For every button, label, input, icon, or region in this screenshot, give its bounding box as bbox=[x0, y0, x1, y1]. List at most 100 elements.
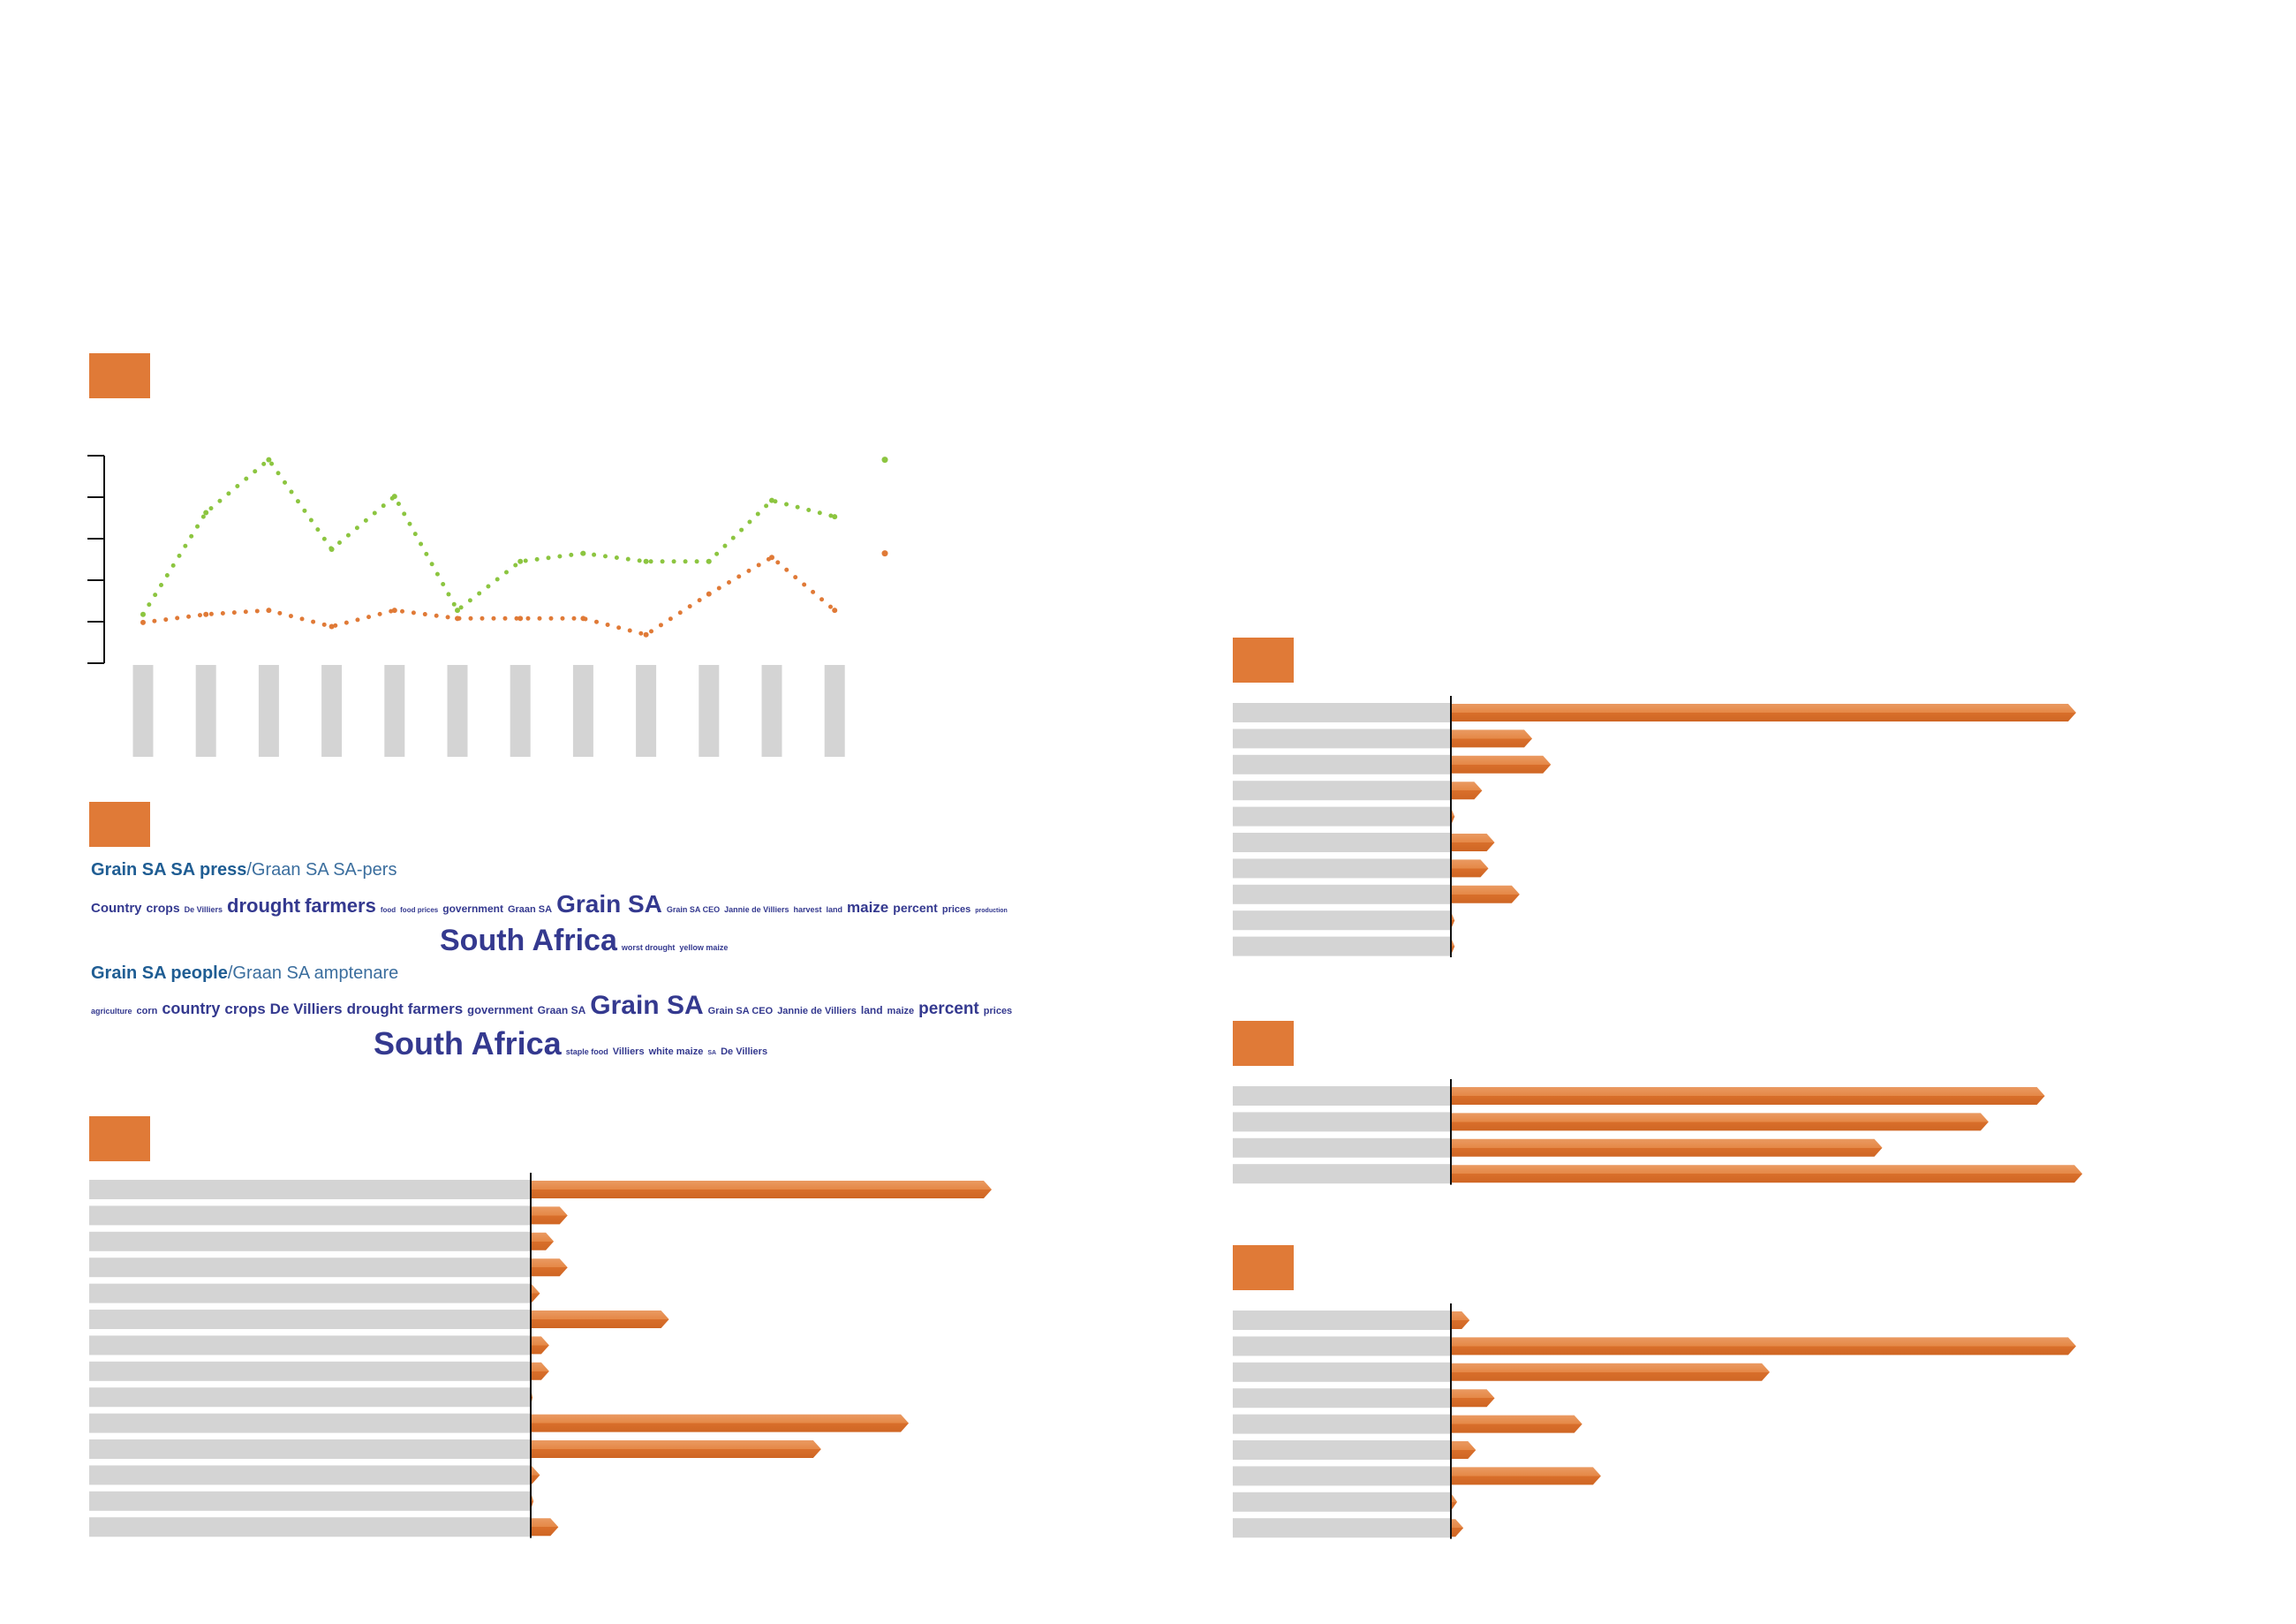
bar-chart-2 bbox=[1233, 696, 2076, 957]
bar bbox=[531, 1206, 568, 1225]
x-category-column bbox=[510, 665, 531, 757]
bar bbox=[1451, 1467, 1601, 1485]
bar bbox=[531, 1466, 540, 1484]
bar bbox=[531, 1414, 910, 1432]
word-cloud-term: crops bbox=[146, 901, 180, 915]
category-label-placeholder bbox=[1233, 1112, 1451, 1132]
word-cloud-term: percent bbox=[918, 1000, 979, 1018]
bar bbox=[1451, 729, 1533, 748]
x-category-column bbox=[132, 665, 154, 757]
data-point bbox=[769, 497, 774, 503]
bar bbox=[1451, 1415, 1582, 1433]
word-cloud-term: farmers bbox=[305, 895, 376, 917]
bar bbox=[531, 1258, 568, 1277]
word-cloud-term: production bbox=[975, 908, 1008, 914]
data-point bbox=[706, 558, 712, 564]
word-cloud-term: food bbox=[380, 906, 397, 914]
category-label-placeholder bbox=[1233, 936, 1451, 956]
category-label-placeholder bbox=[1233, 1414, 1451, 1434]
data-point bbox=[329, 546, 335, 552]
category-label-placeholder bbox=[89, 1387, 531, 1408]
category-label-placeholder bbox=[1233, 1362, 1451, 1382]
word-cloud-term: maize bbox=[847, 899, 889, 916]
word-cloud-term: Graan SA bbox=[507, 904, 553, 915]
category-label-placeholder bbox=[1233, 1137, 1451, 1158]
category-label-placeholder bbox=[1233, 1518, 1451, 1538]
bar-chart-3 bbox=[1233, 1079, 2083, 1185]
section-marker-bar-chart-1 bbox=[89, 1116, 150, 1161]
x-category-column bbox=[636, 665, 657, 757]
category-label-placeholder bbox=[1233, 910, 1451, 931]
category-label-placeholder bbox=[89, 1335, 531, 1356]
data-point bbox=[580, 550, 586, 556]
x-category-column bbox=[447, 665, 468, 757]
word-cloud-term: prices bbox=[941, 904, 971, 915]
word-cloud-term: yellow maize bbox=[679, 943, 729, 952]
data-point bbox=[832, 514, 838, 520]
word-cloud-title: Grain SA SA press/Graan SA SA-pers bbox=[91, 861, 401, 879]
bar bbox=[531, 1311, 669, 1328]
data-point bbox=[580, 616, 586, 622]
word-cloud-term: South Africa bbox=[374, 1025, 562, 1061]
bar bbox=[1451, 704, 2076, 721]
x-category-column bbox=[699, 665, 720, 757]
word-cloud-term: Graan SA bbox=[537, 1004, 586, 1016]
data-point bbox=[517, 558, 524, 564]
data-point bbox=[643, 631, 649, 638]
category-label-placeholder bbox=[1233, 1440, 1451, 1460]
word-cloud-term: Grain SA CEO bbox=[666, 905, 721, 914]
section-marker-bar-chart-4 bbox=[1233, 1245, 1294, 1290]
data-point bbox=[329, 623, 335, 630]
word-cloud-term: food prices bbox=[400, 906, 439, 914]
category-label-placeholder bbox=[89, 1517, 531, 1537]
x-category-column bbox=[258, 665, 279, 757]
data-point bbox=[769, 555, 774, 561]
category-label-placeholder bbox=[89, 1180, 531, 1199]
data-point bbox=[706, 591, 712, 597]
x-category-column bbox=[761, 665, 782, 757]
word-cloud-term: government bbox=[442, 903, 503, 915]
bar bbox=[1451, 911, 1455, 930]
word-cloud-term: Country bbox=[91, 901, 142, 916]
word-cloud-term: white maize bbox=[648, 1046, 704, 1057]
bar bbox=[1451, 1138, 1883, 1157]
bar bbox=[1451, 1492, 1458, 1511]
bar bbox=[1451, 1113, 1989, 1131]
category-label-placeholder bbox=[1233, 1336, 1451, 1356]
legend-marker-1 bbox=[881, 457, 888, 464]
x-category-column bbox=[384, 665, 405, 757]
category-label-placeholder bbox=[89, 1205, 531, 1226]
bar bbox=[1451, 1441, 1477, 1459]
data-point bbox=[140, 619, 146, 625]
word-cloud-term: drought bbox=[346, 1001, 404, 1017]
bar bbox=[1451, 937, 1455, 956]
word-cloud-title: Grain SA people/Graan SA amptenare bbox=[91, 964, 403, 982]
data-point bbox=[643, 558, 649, 564]
category-label-placeholder bbox=[89, 1491, 531, 1511]
data-point bbox=[140, 611, 146, 617]
bar bbox=[1451, 1389, 1495, 1408]
word-cloud-title-af: /Graan SA amptenare bbox=[227, 963, 399, 983]
bar bbox=[531, 1284, 540, 1303]
section-marker-word-cloud bbox=[89, 802, 150, 847]
category-label-placeholder bbox=[1233, 1086, 1451, 1106]
word-cloud-term: worst drought bbox=[621, 943, 676, 952]
x-category-column bbox=[195, 665, 216, 757]
bar bbox=[1451, 1363, 1771, 1381]
category-label-placeholder bbox=[1233, 1388, 1451, 1409]
data-point bbox=[517, 616, 524, 622]
bar bbox=[1451, 755, 1552, 774]
category-label-placeholder bbox=[1233, 1492, 1451, 1512]
legend-marker-2 bbox=[881, 550, 888, 557]
data-point bbox=[266, 608, 272, 614]
data-point bbox=[203, 611, 209, 617]
data-point bbox=[391, 608, 397, 614]
word-cloud-title-en: Grain SA SA press bbox=[91, 860, 247, 880]
word-cloud-title-en: Grain SA people bbox=[91, 963, 228, 983]
word-cloud-line: South Africa worst drought yellow maize bbox=[440, 925, 732, 956]
category-label-placeholder bbox=[1233, 703, 1451, 722]
word-cloud-term: government bbox=[467, 1003, 533, 1016]
word-cloud-term: Grain SA bbox=[590, 991, 704, 1020]
word-cloud-term: land bbox=[826, 905, 843, 914]
